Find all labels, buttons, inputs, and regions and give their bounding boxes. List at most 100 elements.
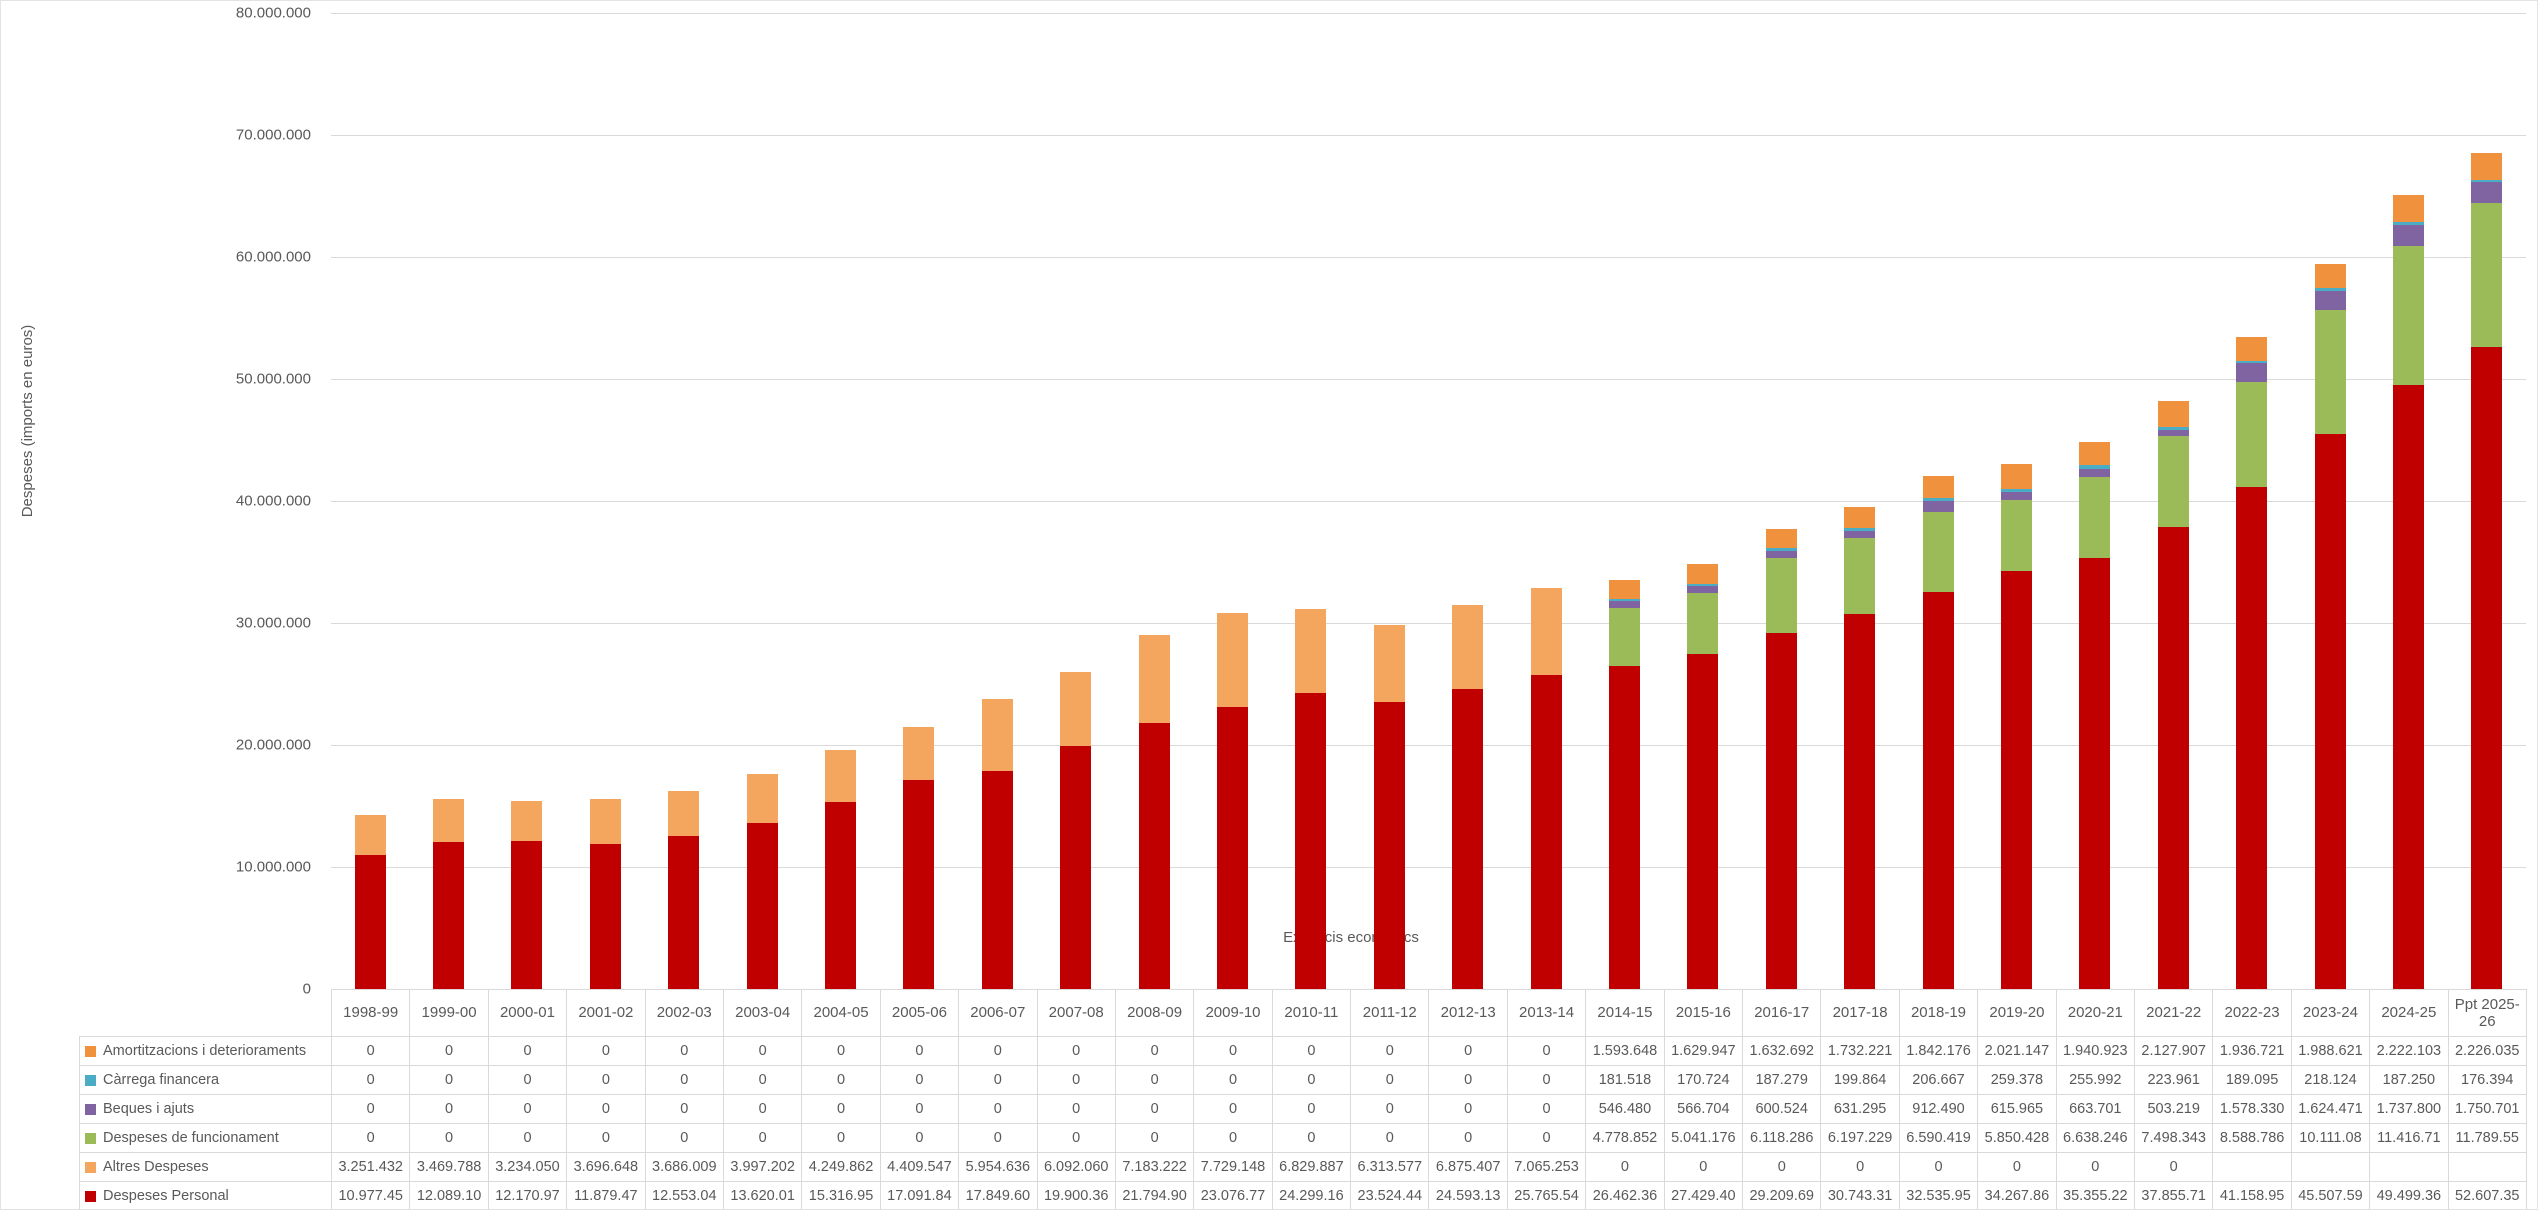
- table-value-cell: 0: [566, 1123, 646, 1153]
- table-value-cell: 0: [1271, 1094, 1352, 1124]
- table-value-cell: 503.219: [2133, 1094, 2214, 1124]
- bar-segment: [1687, 564, 1719, 584]
- table-value-cell: 4.249.862: [801, 1152, 881, 1182]
- gridline: [331, 623, 2526, 624]
- table-value-cell: 615.965: [1977, 1094, 2057, 1124]
- table-value-cell: 34.267.86: [1977, 1181, 2057, 1209]
- table-value-cell: 0: [1506, 1094, 1587, 1124]
- x-category-label: 2017-18: [1820, 989, 1900, 1037]
- x-category-label: 2013-14: [1506, 989, 1587, 1037]
- x-category-label: 2011-12: [1350, 989, 1430, 1037]
- x-category-label: 2023-24: [2290, 989, 2371, 1037]
- table-value-cell: 2.021.147: [1977, 1036, 2057, 1066]
- x-category-label: 2012-13: [1428, 989, 1508, 1037]
- table-value-cell: 21.794.90: [1114, 1181, 1195, 1209]
- table-value-cell: 0: [879, 1065, 960, 1095]
- bar-segment: [1217, 707, 1249, 989]
- table-value-cell: 0: [1036, 1065, 1116, 1095]
- bar-segment: [589, 798, 621, 845]
- table-value-cell: 600.524: [1742, 1094, 1822, 1124]
- bar-segment: [2079, 465, 2111, 469]
- bar-segment: [2236, 486, 2268, 989]
- table-value-cell: 7.065.253: [1506, 1152, 1587, 1182]
- table-value-cell: 6.875.407: [1428, 1152, 1508, 1182]
- table-value-cell: 663.701: [2055, 1094, 2135, 1124]
- bar-segment: [2314, 290, 2346, 311]
- table-value-cell: 37.855.71: [2133, 1181, 2214, 1209]
- stacked-bar: [2000, 464, 2032, 989]
- table-value-cell: 23.524.44: [1350, 1181, 1430, 1209]
- table-value-cell: 1.632.692: [1742, 1036, 1822, 1066]
- x-category-label: 1999-00: [409, 989, 489, 1037]
- bar-segment: [1687, 654, 1719, 989]
- bar-segment: [1060, 746, 1092, 989]
- table-value-cell: 0: [644, 1065, 724, 1095]
- x-category-label: Ppt 2025-26: [2447, 989, 2527, 1037]
- table-value-cell: 0: [1114, 1036, 1195, 1066]
- bar-segment: [2392, 195, 2424, 223]
- bar-segment: [668, 790, 700, 836]
- table-value-cell: 6.197.229: [1820, 1123, 1900, 1153]
- bar-segment: [1295, 692, 1327, 989]
- stacked-bar: [1687, 564, 1719, 989]
- bar-segment: [1922, 498, 1954, 501]
- bar-segment: [354, 855, 386, 989]
- gridline: [331, 257, 2526, 258]
- table-value-cell: 17.091.84: [879, 1181, 960, 1209]
- table-row: Beques i ajuts 0 0 0 0 0 0 0 0 0 0 0 0 0 0 0 0 546.480 566…: [79, 1094, 2527, 1124]
- table-value-cell: 11.416.71: [2369, 1123, 2449, 1153]
- table-value-cell: 0: [2055, 1152, 2135, 1182]
- stacked-bar: [1138, 635, 1170, 989]
- table-value-cell: 12.170.97: [487, 1181, 568, 1209]
- table-value-cell: 1.988.621: [2290, 1036, 2371, 1066]
- table-value-cell: 0: [566, 1036, 646, 1066]
- bar-segment: [1530, 674, 1562, 989]
- legend-label: Altres Despeses: [103, 1159, 209, 1175]
- stacked-bar: [2314, 263, 2346, 989]
- table-value-cell: 912.490: [1898, 1094, 1979, 1124]
- bar-segment: [1765, 558, 1797, 633]
- table-value-cell: 199.864: [1820, 1065, 1900, 1095]
- legend-key-icon: [85, 1132, 96, 1144]
- table-value-cell: 0: [1977, 1152, 2057, 1182]
- table-value-cell: 0: [487, 1065, 568, 1095]
- x-category-label: 2001-02: [566, 989, 646, 1037]
- y-tick-label: 40.000.000: [235, 492, 311, 510]
- bar-segment: [2000, 488, 2032, 493]
- stacked-bar: [1530, 588, 1562, 989]
- table-value-cell: 25.765.54: [1506, 1181, 1587, 1209]
- x-category-label: 2007-08: [1036, 989, 1116, 1037]
- table-value-cell: 0: [958, 1123, 1038, 1153]
- bar-segment: [1217, 613, 1249, 708]
- bar-segment: [2000, 570, 2032, 989]
- stacked-bar: [746, 774, 778, 989]
- table-value-cell: 0: [1271, 1123, 1352, 1153]
- legend-label: Despeses Personal: [103, 1188, 229, 1204]
- table-value-cell: [2212, 1152, 2292, 1182]
- table-value-cell: 0: [566, 1094, 646, 1124]
- data-table: 1998-99 1999-00 2000-01 2001-02 2002-03 2003-…: [79, 989, 2527, 1209]
- bar-segment: [1373, 702, 1405, 989]
- x-category-label: 2020-21: [2055, 989, 2135, 1037]
- table-value-cell: 1.842.176: [1898, 1036, 1979, 1066]
- bar-segment: [1922, 475, 1954, 499]
- table-value-cell: 1.750.701: [2447, 1094, 2527, 1124]
- table-value-cell: 1.936.721: [2212, 1036, 2292, 1066]
- table-value-cell: 0: [958, 1094, 1038, 1124]
- table-value-cell: 0: [722, 1094, 803, 1124]
- stacked-bar: [668, 790, 700, 989]
- table-value-cell: 5.850.428: [1977, 1123, 2057, 1153]
- table-value-cell: 206.667: [1898, 1065, 1979, 1095]
- table-value-cell: 0: [487, 1094, 568, 1124]
- x-category-label: 2018-19: [1898, 989, 1979, 1037]
- stacked-bar: [354, 815, 386, 989]
- stacked-bar: [825, 750, 857, 989]
- table-value-cell: 566.704: [1663, 1094, 1744, 1124]
- table-value-cell: 218.124: [2290, 1065, 2371, 1095]
- bar-segment: [981, 698, 1013, 772]
- bar-segment: [903, 726, 935, 781]
- table-value-cell: 0: [2133, 1152, 2214, 1182]
- table-value-cell: 29.209.69: [1742, 1181, 1822, 1209]
- bar-segment: [1608, 579, 1640, 599]
- stacked-bar: [1765, 528, 1797, 989]
